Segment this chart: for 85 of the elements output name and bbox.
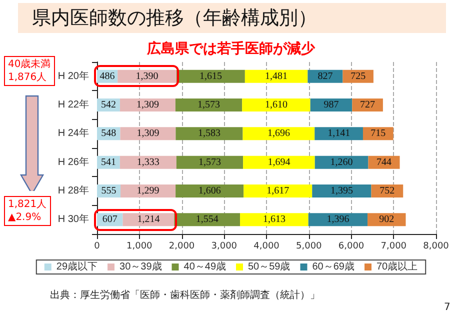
data-label: 1,694 [268,156,290,168]
x-tick-label: 6,000 [338,242,364,252]
bar [368,156,400,169]
data-label: 555 [101,186,116,196]
data-label: 727 [360,100,376,110]
data-label: 548 [101,128,116,140]
data-label: 1,617 [266,186,290,196]
data-label: 542 [100,100,116,110]
bar [176,127,243,140]
legend-label: 60～69歳 [312,260,354,272]
bar [244,184,312,198]
data-label: 1,573 [198,100,220,110]
bar [120,184,176,198]
data-label: 752 [380,186,395,196]
data-label: 1,554 [196,214,218,226]
data-label: 1,309 [136,128,160,140]
bar [176,156,244,169]
bar [314,127,363,140]
y-tick-label: H 30年 [58,213,89,226]
bar [342,70,374,83]
bar [118,70,176,83]
data-label: 486 [100,70,115,82]
bar [240,213,308,226]
x-tick-label: 4,000 [254,242,280,252]
data-label: 1,333 [136,156,160,168]
text: 7 [444,302,450,313]
x-tick-label: 5,000 [296,242,322,252]
y-tick-label: H 26年 [58,156,89,168]
data-label: 1,396 [326,214,350,226]
data-label: 744 [376,156,392,168]
bar [244,70,308,83]
y-tick-label: H 24年 [58,127,89,140]
x-tick-label: 8,000 [423,242,450,252]
legend-label: 70歳以上 [376,260,418,272]
x-tick-label: 7,000 [380,242,407,252]
data-label: 1,573 [198,156,221,168]
bar [242,127,315,140]
legend-label: 29歳以下 [56,260,98,272]
bar [122,213,174,226]
bar [175,98,242,112]
legend-label: 50～59歳 [248,260,290,272]
x-tick-label: 2,000 [168,242,195,252]
data-label: 1,481 [265,70,288,82]
data-label: 1,696 [267,128,290,140]
bar [243,156,315,169]
data-label: 715 [370,128,386,140]
data-label: 1,214 [137,214,160,226]
data-label: 725 [350,70,366,82]
data-label: 902 [379,214,394,226]
source-note: 出典：厚生労働省「医師・歯科医師・薬剤師調査（統計）」 [50,288,320,302]
legend-label: 40～49歳 [184,260,226,272]
data-label: 987 [324,100,339,110]
bar [362,127,394,140]
data-label: 1,615 [199,70,222,82]
data-label: 1,390 [136,70,158,82]
data-label: 1,583 [198,128,220,140]
bar [308,213,368,226]
data-label: 1,613 [262,214,286,226]
text: 1,821人 ▲2.9% [4,196,51,226]
y-tick-label: H 28年 [58,184,89,196]
data-label: 1,606 [198,186,221,196]
x-tick-label: 0 [94,242,100,252]
chart-subtitle: 広島県では若手医師が減少 [146,40,316,58]
bar [352,98,383,112]
data-label: 827 [318,70,333,82]
data-label: 1,309 [136,100,159,110]
y-tick-label: H 20年 [58,70,89,82]
bar [312,184,372,198]
legend-label: 30～39歳 [120,260,162,272]
bar [176,184,244,198]
text: 40歳未満 1,876人 [4,56,55,86]
data-label: 541 [100,156,116,168]
data-label: 1,260 [330,156,353,168]
x-tick-label: 1,000 [126,242,153,252]
data-label: 1,395 [330,186,353,196]
data-label: 607 [102,214,118,226]
bar [242,98,310,112]
data-label: 1,610 [264,100,288,110]
bar [120,98,176,112]
data-label: 1,299 [136,186,160,196]
chart-title: 県内医師数の推移（年齢構成別） [18,3,446,33]
x-tick-label: 3,000 [211,242,238,252]
y-tick-label: H 22年 [58,98,89,110]
bar [120,156,176,169]
data-label: 1,141 [328,128,350,140]
